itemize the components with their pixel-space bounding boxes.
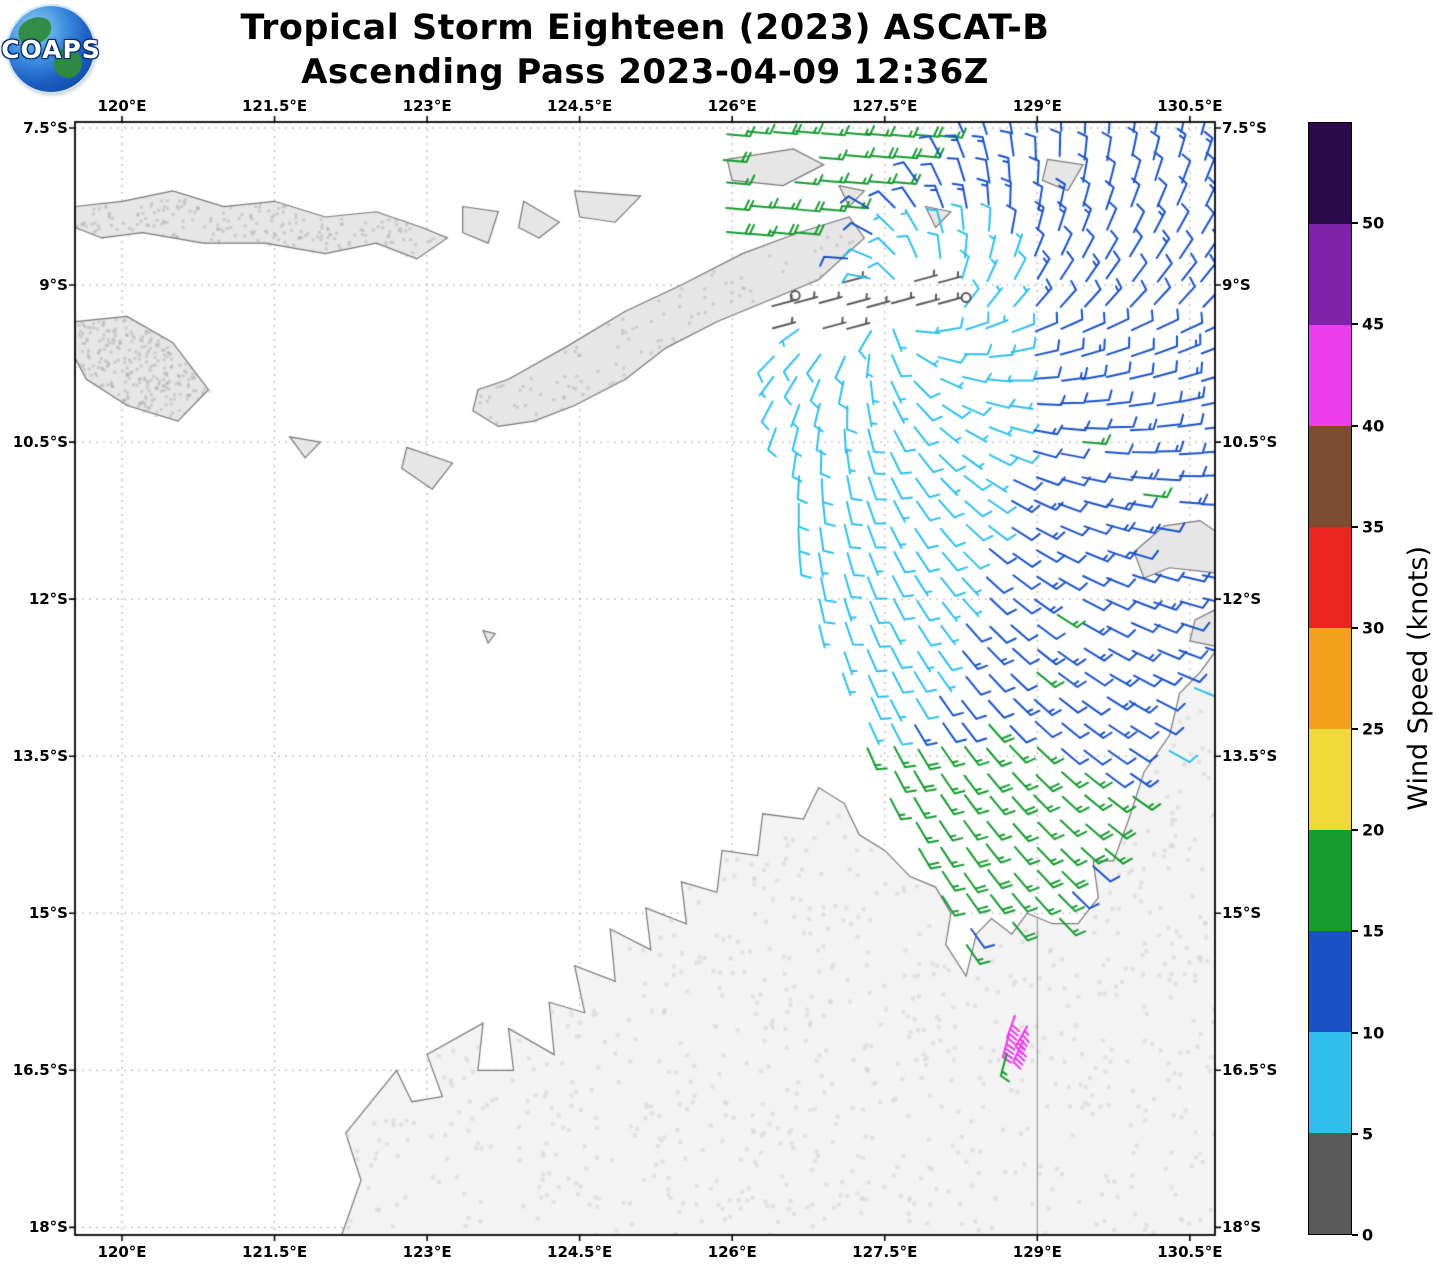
colorbar-tick-mark bbox=[1352, 930, 1358, 933]
colorbar-segment bbox=[1309, 426, 1351, 527]
x-tick-label-bottom: 124.5°E bbox=[547, 1243, 613, 1261]
x-tick-label-top: 127.5°E bbox=[852, 97, 918, 115]
x-tick-label-bottom: 126°E bbox=[707, 1243, 757, 1261]
y-tick-label-left: 13.5°S bbox=[12, 747, 68, 766]
coaps-logo: COAPS bbox=[1, 6, 100, 92]
x-tick-label-top: 124.5°E bbox=[547, 97, 613, 115]
colorbar-tick-label: 20 bbox=[1362, 820, 1385, 840]
colorbar-tick-label: 50 bbox=[1362, 213, 1385, 233]
colorbar-tick-mark bbox=[1352, 1132, 1358, 1135]
y-tick-label-left: 15°S bbox=[28, 904, 68, 923]
x-tick-label-bottom: 127.5°E bbox=[852, 1243, 918, 1261]
y-tick-label-left: 12°S bbox=[28, 590, 68, 609]
colorbar-tick-mark bbox=[1352, 323, 1358, 326]
colorbar-segment bbox=[1309, 224, 1351, 325]
y-tick-label-right: 18°S bbox=[1222, 1218, 1262, 1237]
colorbar-tick-label: 40 bbox=[1362, 416, 1385, 436]
colorbar-tick-label: 15 bbox=[1362, 921, 1385, 941]
x-tick-label-top: 120°E bbox=[97, 97, 147, 115]
coaps-logo-text: COAPS bbox=[1, 34, 101, 64]
x-tick-label-bottom: 123°E bbox=[402, 1243, 452, 1261]
colorbar-segment bbox=[1309, 729, 1351, 830]
colorbar-segment bbox=[1309, 830, 1351, 931]
x-tick-label-bottom: 130.5°E bbox=[1157, 1243, 1223, 1261]
x-tick-label-bottom: 120°E bbox=[97, 1243, 147, 1261]
y-tick-label-right: 7.5°S bbox=[1222, 119, 1267, 137]
colorbar-segment bbox=[1309, 1032, 1351, 1133]
y-tick-label-right: 10.5°S bbox=[1222, 433, 1278, 452]
y-tick-label-left: 16.5°S bbox=[12, 1061, 68, 1080]
colorbar-tick-mark bbox=[1352, 222, 1358, 225]
y-tick-label-left: 7.5°S bbox=[23, 119, 68, 137]
colorbar-segment bbox=[1309, 123, 1351, 224]
colorbar-tick-mark bbox=[1352, 1031, 1358, 1034]
chart-title: Tropical Storm Eighteen (2023) ASCAT-B bbox=[240, 8, 1050, 48]
colorbar-tick-label: 35 bbox=[1362, 517, 1385, 537]
wind-speed-colorbar bbox=[1308, 122, 1352, 1235]
colorbar-segment bbox=[1309, 1133, 1351, 1234]
colorbar-tick-label: 25 bbox=[1362, 719, 1385, 739]
x-tick-label-top: 123°E bbox=[402, 97, 452, 115]
y-tick-label-left: 9°S bbox=[39, 276, 68, 295]
x-tick-label-top: 129°E bbox=[1012, 97, 1062, 115]
colorbar-tick-label: 45 bbox=[1362, 314, 1385, 334]
colorbar-segment bbox=[1309, 325, 1351, 426]
y-tick-label-left: 18°S bbox=[28, 1218, 68, 1237]
colorbar-tick-label: 5 bbox=[1362, 1124, 1374, 1144]
y-tick-label-right: 15°S bbox=[1222, 904, 1262, 923]
colorbar-tick-mark bbox=[1352, 424, 1358, 427]
chart-subtitle: Ascending Pass 2023-04-09 12:36Z bbox=[301, 52, 989, 92]
colorbar-tick-label: 30 bbox=[1362, 618, 1385, 638]
colorbar-segment bbox=[1309, 931, 1351, 1032]
y-tick-label-right: 9°S bbox=[1222, 276, 1251, 295]
y-tick-label-right: 16.5°S bbox=[1222, 1061, 1278, 1080]
colorbar-tick-mark bbox=[1352, 829, 1358, 832]
x-tick-label-bottom: 121.5°E bbox=[241, 1243, 308, 1261]
x-tick-label-top: 126°E bbox=[707, 97, 757, 115]
colorbar-tick-label: 10 bbox=[1362, 1023, 1385, 1043]
y-tick-label-left: 10.5°S bbox=[12, 433, 68, 452]
y-tick-label-right: 13.5°S bbox=[1222, 747, 1278, 766]
colorbar-tick-mark bbox=[1352, 1234, 1358, 1236]
colorbar-label: Wind Speed (knots) bbox=[1402, 546, 1434, 811]
y-tick-label-right: 12°S bbox=[1222, 590, 1262, 609]
x-tick-label-bottom: 129°E bbox=[1012, 1243, 1062, 1261]
colorbar-tick-mark bbox=[1352, 728, 1358, 731]
colorbar-tick-mark bbox=[1352, 525, 1358, 528]
colorbar-tick-mark bbox=[1352, 626, 1358, 629]
colorbar-segment bbox=[1309, 527, 1351, 628]
colorbar-tick-label: 0 bbox=[1362, 1225, 1374, 1245]
colorbar-segment bbox=[1309, 628, 1351, 729]
x-tick-label-top: 121.5°E bbox=[241, 97, 308, 115]
x-tick-label-top: 130.5°E bbox=[1157, 97, 1223, 115]
